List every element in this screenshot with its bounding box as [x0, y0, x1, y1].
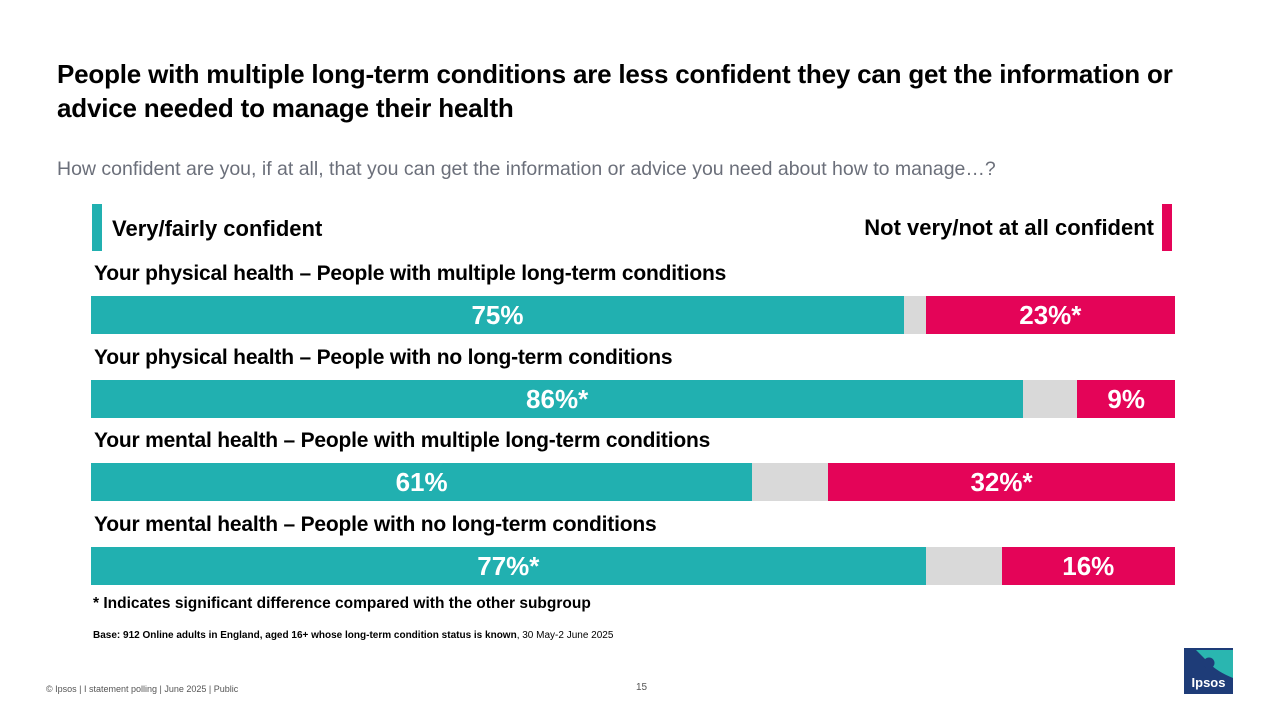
bar-negative	[828, 463, 1175, 501]
base-text: Base: 912 Online adults in England, aged…	[93, 630, 517, 641]
footer-text: © Ipsos | I statement polling | June 202…	[46, 684, 239, 694]
legend-positive-marker	[92, 204, 102, 251]
bar-other	[1023, 380, 1078, 418]
ipsos-logo-icon	[1196, 650, 1233, 678]
legend-negative-label: Not very/not at all confident	[864, 215, 1154, 240]
category-label: Your physical health – People with multi…	[94, 262, 727, 285]
data-label-negative: 9%	[1107, 384, 1145, 414]
base-dates: , 30 May-2 June 2025	[516, 630, 614, 641]
question-subtitle: How confident are you, if at all, that y…	[57, 158, 996, 180]
ipsos-logo: Ipsos	[1184, 648, 1233, 694]
data-label-negative: 32%*	[970, 467, 1033, 497]
data-label-positive: 75%	[471, 300, 524, 330]
data-label-positive: 77%*	[477, 551, 540, 581]
significance-note: * Indicates significant difference compa…	[93, 595, 591, 612]
category-label: Your mental health – People with multipl…	[94, 429, 711, 452]
bar-positive	[91, 547, 926, 585]
bar-negative	[1001, 547, 1175, 585]
bar-negative	[1077, 380, 1175, 418]
data-label-negative: 23%*	[1019, 300, 1082, 330]
bar-other	[752, 463, 829, 501]
bar-positive	[91, 380, 1024, 418]
bar-other	[904, 296, 926, 334]
category-label: Your physical health – People with no lo…	[94, 346, 673, 369]
bar-other	[925, 547, 1002, 585]
bar-positive	[91, 296, 904, 334]
logo-text: Ipsos	[1191, 675, 1226, 690]
data-label-positive: 61%	[395, 467, 448, 497]
legend-positive-label: Very/fairly confident	[112, 216, 323, 241]
data-label-positive: 86%*	[526, 384, 589, 414]
base-note: Base: 912 Online adults in England, aged…	[93, 630, 613, 641]
legend-negative-marker	[1162, 204, 1172, 251]
page-number: 15	[636, 682, 648, 693]
bar-positive	[91, 463, 753, 501]
category-label: Your mental health – People with no long…	[94, 513, 657, 536]
bar-negative	[925, 296, 1175, 334]
data-label-negative: 16%	[1062, 551, 1115, 581]
page-title: People with multiple long-term condition…	[57, 59, 1173, 123]
